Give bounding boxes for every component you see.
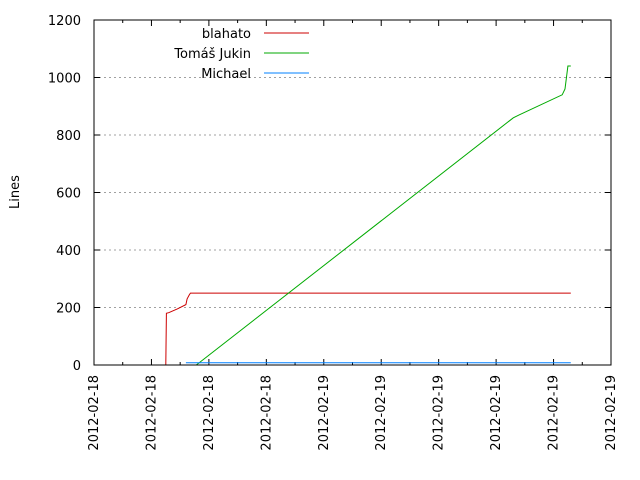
y-tick-label: 800 (56, 129, 81, 144)
x-tick-label: 2012-02-19 (432, 375, 447, 451)
legend-label: Michael (201, 67, 251, 82)
x-tick-label: 2012-02-18 (87, 375, 102, 451)
series-line-0 (165, 292, 571, 366)
x-tick-label: 2012-02-18 (144, 375, 159, 451)
y-tick-label: 1200 (48, 14, 81, 29)
series-line-1 (195, 65, 571, 366)
x-tick-label: 2012-02-19 (374, 375, 389, 451)
plot-frame (93, 19, 612, 366)
x-tick-label: 2012-02-19 (317, 375, 332, 451)
x-tick-label: 2012-02-19 (489, 375, 504, 451)
x-tick-label: 2012-02-18 (202, 375, 217, 451)
y-tick-label: 600 (56, 187, 81, 202)
legend-label: Tomáš Jukin (173, 47, 251, 62)
y-tick-label: 1000 (48, 72, 81, 87)
x-tick-label: 2012-02-19 (604, 375, 619, 451)
gridlines (94, 77, 611, 308)
legend-label: blahato (202, 27, 251, 42)
x-axis-ticks: 2012-02-18 2012-02-18 2012-02-18 2012-02-18… (87, 20, 619, 451)
x-tick-label: 2012-02-18 (259, 375, 274, 451)
legend: blahato Tomáš Jukin Michael (173, 27, 309, 82)
y-tick-label: 0 (73, 359, 81, 374)
y-axis-label: Lines (8, 175, 23, 209)
y-axis-ticks: 0 200 400 600 800 1000 1200 (48, 14, 611, 374)
x-tick-label: 2012-02-19 (547, 375, 562, 451)
y-tick-label: 400 (56, 244, 81, 259)
y-tick-label: 200 (56, 302, 81, 317)
data-series (165, 65, 571, 366)
